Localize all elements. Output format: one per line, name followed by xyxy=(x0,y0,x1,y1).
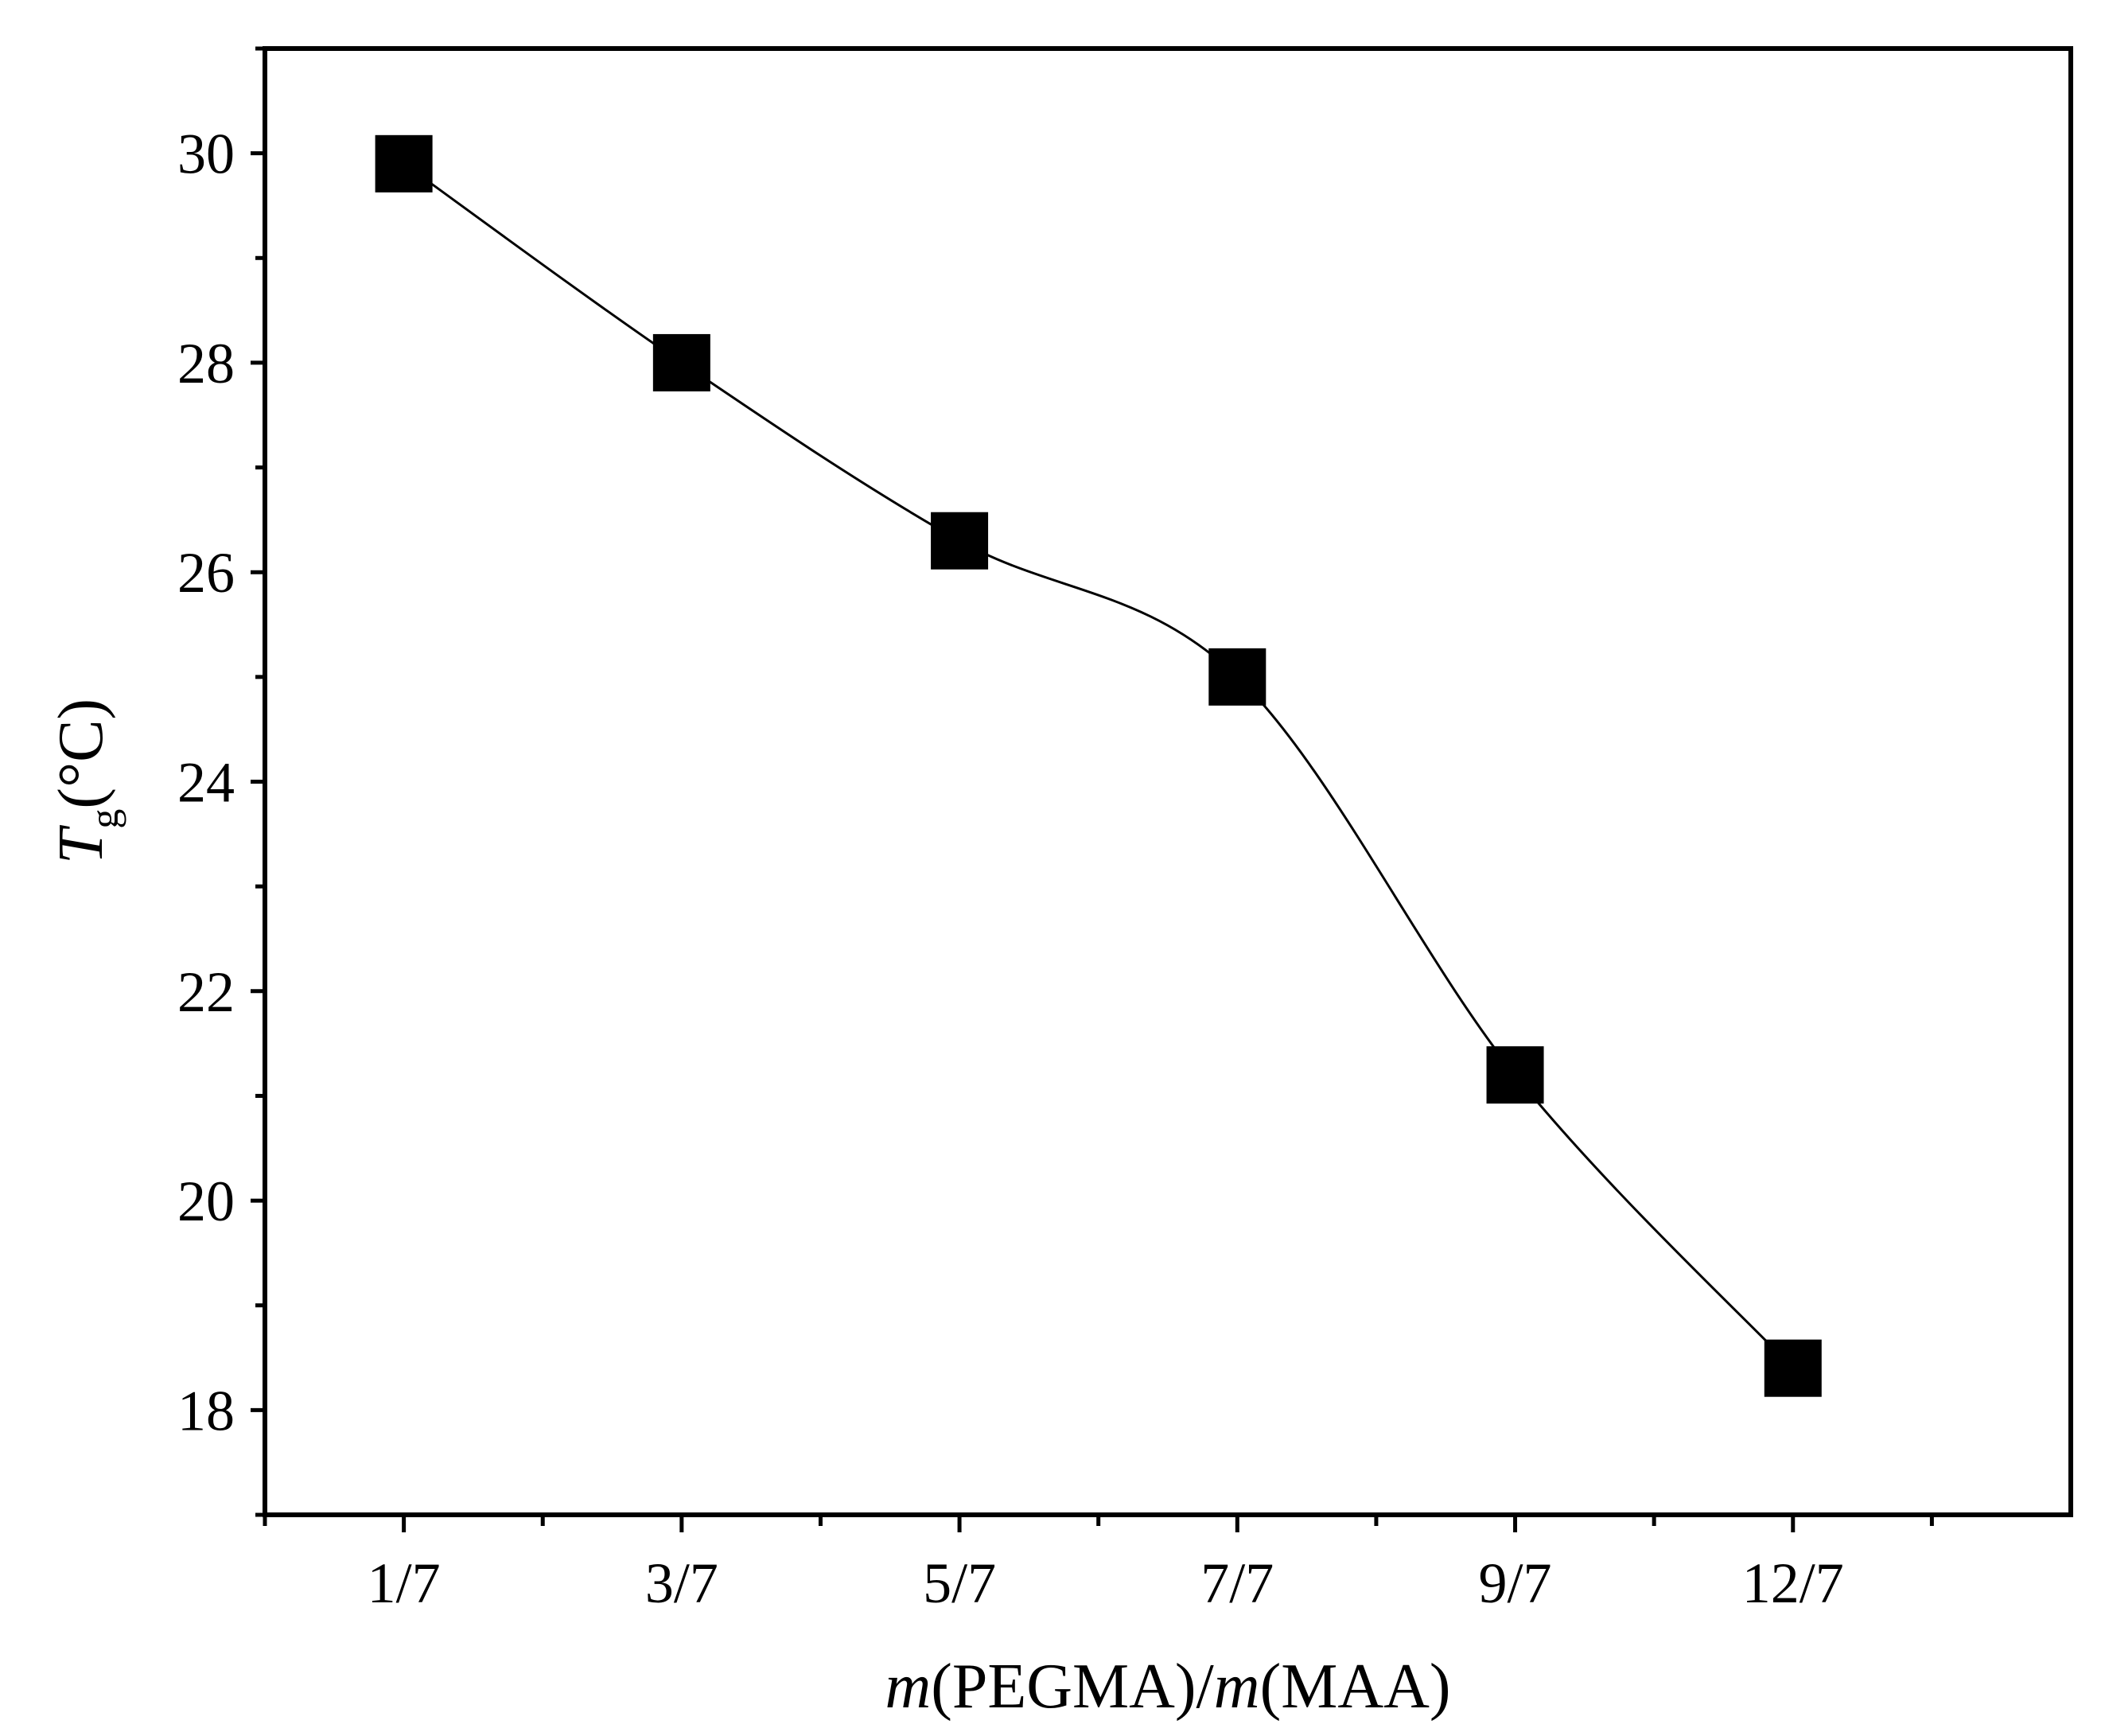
y-tick-label: 22 xyxy=(177,960,235,1024)
y-axis-ticks: 18 20 22 24 26 28 30 xyxy=(177,46,265,1517)
y-tick-label: 28 xyxy=(177,332,235,395)
x-axis-title: m(PEGMA)/m(MAA) xyxy=(885,1652,1450,1722)
y-tick-label: 30 xyxy=(177,123,235,186)
x-tick-label: 9/7 xyxy=(1479,1551,1552,1615)
series-markers xyxy=(375,134,1822,1397)
x-axis-ticks: 1/7 3/7 5/7 7/7 9/7 12/7 xyxy=(263,1515,1934,1615)
y-axis-title: Tg(°C) xyxy=(46,699,126,864)
data-point xyxy=(931,512,989,570)
data-point xyxy=(652,333,710,391)
svg-text:Tg(°C): Tg(°C) xyxy=(46,699,126,864)
data-point xyxy=(1764,1339,1822,1397)
x-tick-label: 5/7 xyxy=(923,1551,996,1615)
y-tick-label: 18 xyxy=(177,1379,235,1442)
y-tick-label: 26 xyxy=(177,541,235,605)
x-tick-label: 12/7 xyxy=(1742,1551,1844,1615)
x-tick-label: 1/7 xyxy=(368,1551,441,1615)
y-tick-label: 20 xyxy=(177,1170,235,1233)
data-point xyxy=(1208,648,1267,706)
data-point xyxy=(375,134,433,193)
data-point xyxy=(1486,1046,1544,1104)
x-tick-label: 3/7 xyxy=(645,1551,718,1615)
x-tick-label: 7/7 xyxy=(1200,1551,1274,1615)
y-tick-label: 24 xyxy=(177,751,235,815)
